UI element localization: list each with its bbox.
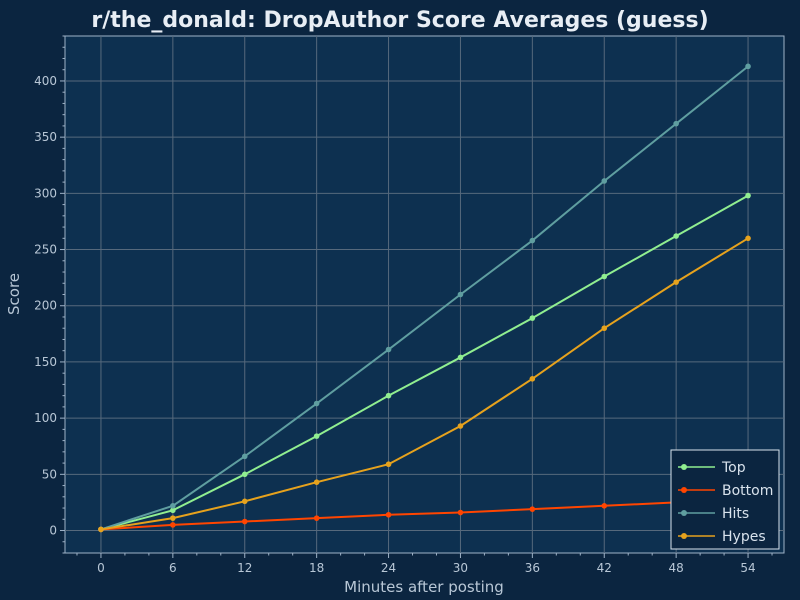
data-point — [673, 279, 679, 285]
x-tick-label: 6 — [169, 561, 177, 575]
plot-area — [64, 35, 785, 554]
data-point — [745, 235, 751, 242]
legend-marker — [681, 487, 687, 493]
data-point — [170, 507, 176, 514]
data-point — [170, 522, 176, 528]
series-line — [100, 499, 749, 531]
data-point — [385, 461, 392, 468]
data-point — [601, 325, 608, 332]
series-hypes — [98, 235, 751, 533]
legend-label: Bottom — [722, 483, 773, 499]
legend-marker — [681, 510, 687, 516]
data-point — [529, 315, 536, 321]
chart-title: r/the_donald: DropAuthor Score Averages … — [91, 8, 708, 33]
y-tick-label: 200 — [34, 299, 57, 313]
series-line — [100, 237, 749, 531]
legend-label: Hypes — [722, 529, 766, 545]
data-point — [529, 506, 536, 512]
data-point — [601, 502, 608, 509]
data-point — [457, 509, 464, 516]
series-top — [98, 192, 751, 533]
data-point — [170, 515, 176, 521]
y-axis-label: Score — [5, 273, 23, 315]
data-point — [385, 392, 392, 399]
data-point — [601, 273, 608, 280]
data-point — [457, 423, 464, 429]
series-line — [100, 194, 749, 531]
data-point — [241, 518, 248, 525]
x-tick-label: 18 — [309, 561, 324, 575]
legend-marker — [681, 533, 687, 539]
data-point — [385, 346, 392, 353]
data-point — [745, 63, 751, 70]
x-tick-label: 12 — [237, 561, 252, 575]
x-tick-label: 48 — [669, 561, 684, 575]
x-tick-label: 24 — [381, 561, 396, 575]
y-tick-label: 350 — [34, 130, 57, 144]
series-line — [100, 65, 749, 531]
data-point — [745, 192, 751, 199]
y-tick-label: 150 — [34, 355, 57, 369]
legend: Top Bottom Hits Hypes — [670, 449, 780, 550]
legend-marker — [681, 464, 687, 470]
data-point — [241, 471, 248, 478]
data-point — [98, 526, 104, 533]
legend-label: Top — [721, 460, 746, 476]
data-point — [529, 375, 536, 382]
data-point — [313, 515, 320, 521]
x-axis-label: Minutes after posting — [344, 578, 504, 596]
data-point — [241, 498, 248, 505]
data-point — [313, 400, 320, 407]
series-lines — [98, 63, 751, 533]
grid — [65, 36, 784, 553]
axis-ticks: 0 6 12 18 24 30 36 42 48 54 0 50 100 150 200 250 300 350 4… — [34, 35, 773, 575]
data-point — [457, 354, 464, 361]
data-point — [673, 233, 679, 239]
y-tick-label: 250 — [34, 243, 57, 257]
legend-item-hypes: Hypes — [678, 529, 766, 545]
x-tick-label: 30 — [453, 561, 468, 575]
x-tick-label: 0 — [97, 561, 105, 575]
y-tick-label: 0 — [49, 524, 57, 538]
x-tick-label: 42 — [597, 561, 612, 575]
data-point — [457, 291, 464, 298]
data-point — [529, 237, 536, 244]
y-tick-label: 300 — [34, 186, 57, 200]
data-point — [241, 453, 248, 460]
data-point — [385, 511, 392, 518]
data-point — [601, 178, 608, 184]
data-point — [313, 433, 320, 439]
legend-item-bottom: Bottom — [678, 483, 773, 499]
y-tick-label: 100 — [34, 411, 57, 425]
y-tick-label: 50 — [42, 467, 57, 481]
legend-item-hits: Hits — [678, 506, 749, 522]
legend-label: Hits — [722, 506, 749, 522]
series-hits — [98, 63, 751, 533]
x-tick-label: 36 — [525, 561, 540, 575]
y-tick-label: 400 — [34, 74, 57, 88]
data-point — [170, 502, 176, 509]
legend-item-top: Top — [678, 460, 746, 476]
x-tick-label: 54 — [740, 561, 755, 575]
data-point — [673, 120, 679, 127]
data-point — [313, 479, 320, 485]
